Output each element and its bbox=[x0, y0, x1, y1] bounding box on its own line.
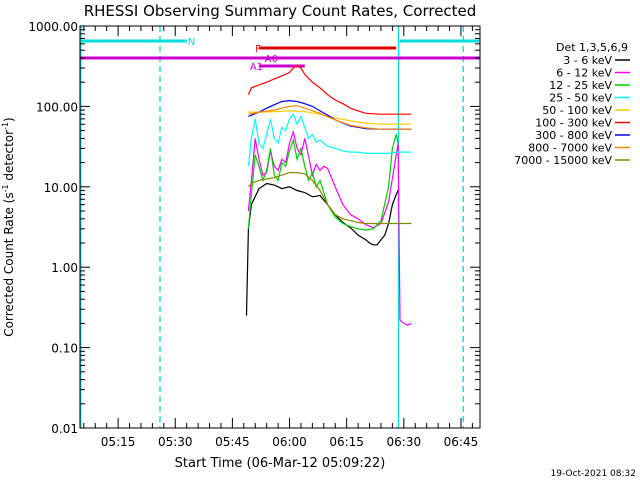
x-tick-label-1: 05:30 bbox=[158, 435, 193, 449]
x-tick-label-2: 05:45 bbox=[215, 435, 250, 449]
y-tick-label-3: 1.00 bbox=[51, 261, 78, 275]
y-tick-label-2: 10.00 bbox=[44, 181, 78, 195]
series-line-8 bbox=[247, 172, 412, 225]
x-tick-label-6: 06:45 bbox=[444, 435, 479, 449]
y-axis-label-end: ) bbox=[2, 117, 16, 122]
series-line-5 bbox=[247, 65, 412, 115]
x-tick-label-3: 06:00 bbox=[272, 435, 307, 449]
series-line-0 bbox=[245, 182, 400, 316]
y-tick-label-1: 100.00 bbox=[36, 100, 78, 114]
y-axis-label: Corrected Count Rate (s-1 detector-1) bbox=[1, 117, 16, 336]
legend-title: Det 1,3,5,6,9 bbox=[556, 41, 628, 54]
x-tick-label-0: 05:15 bbox=[101, 435, 136, 449]
generated-timestamp: 19-Oct-2021 08:32 bbox=[551, 469, 636, 479]
y-axis-label-sup2: -1 bbox=[1, 122, 10, 130]
flag-label-N: N bbox=[188, 37, 195, 48]
legend-label-0: 3 - 6 keV bbox=[563, 54, 612, 67]
x-axis: 05:15 05:30 05:45 06:00 06:15 06:30 06:45 bbox=[83, 26, 479, 449]
y-tick-label-5: 0.01 bbox=[51, 422, 78, 436]
chart-title: RHESSI Observing Summary Count Rates, Co… bbox=[84, 2, 477, 20]
series-line-7 bbox=[248, 105, 412, 130]
y-tick-label-0: 1000.00 bbox=[28, 20, 78, 34]
plot-frame bbox=[79, 25, 481, 429]
x-tick-label-5: 06:30 bbox=[387, 435, 422, 449]
y-axis-label-main: Corrected Count Rate (s bbox=[2, 192, 16, 336]
legend-label-1: 6 - 12 keV bbox=[556, 67, 612, 80]
flag-label-F: F bbox=[255, 44, 261, 55]
series-line-3 bbox=[247, 113, 412, 167]
flag-label-A1: A1 bbox=[250, 62, 263, 73]
x-axis-label: Start Time (06-Mar-12 05:09:22) bbox=[175, 456, 386, 471]
y-axis-label-sup: -1 bbox=[1, 184, 10, 192]
y-axis: 1000.00 100.00 10.00 1.00 0.10 0.01 bbox=[28, 20, 480, 436]
y-tick-label-4: 0.10 bbox=[51, 342, 78, 356]
series-line-6 bbox=[248, 99, 412, 130]
legend-label-8: 7000 - 15000 keV bbox=[514, 154, 612, 167]
legend-label-7: 800 - 7000 keV bbox=[528, 142, 612, 155]
legend-label-5: 100 - 300 keV bbox=[535, 117, 612, 130]
legend-label-4: 50 - 100 keV bbox=[542, 104, 612, 117]
legend-label-3: 25 - 50 keV bbox=[549, 92, 612, 105]
x-tick-label-4: 06:15 bbox=[329, 435, 364, 449]
series-line-2 bbox=[247, 134, 399, 231]
legend-label-2: 12 - 25 keV bbox=[549, 79, 612, 92]
legend-label-6: 300 - 800 keV bbox=[535, 129, 612, 142]
flag-label-A0: A0 bbox=[265, 54, 278, 65]
y-axis-label-mid: detector bbox=[2, 130, 16, 185]
